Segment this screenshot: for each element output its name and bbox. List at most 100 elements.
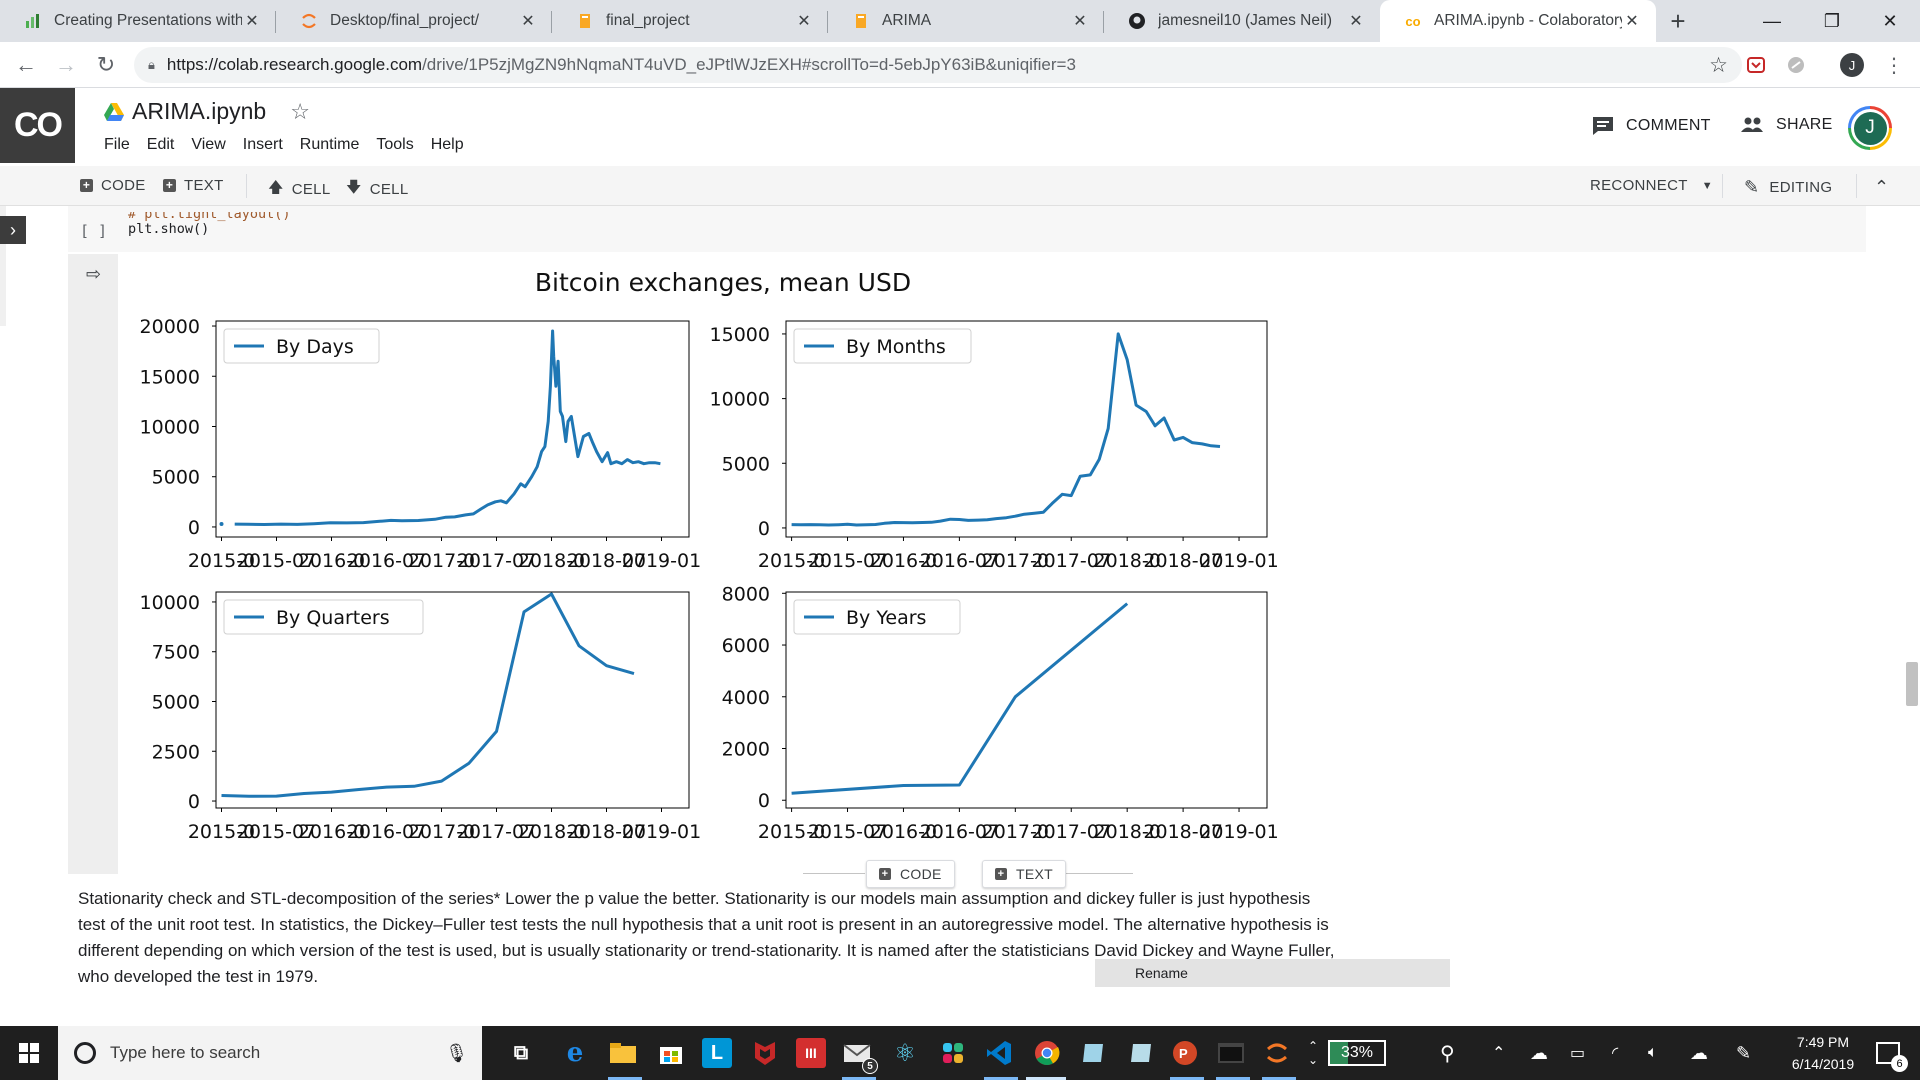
scrollbar-thumb[interactable] xyxy=(1906,662,1918,706)
wifi-icon[interactable]: ◜ xyxy=(1612,1045,1619,1062)
vscode-icon[interactable] xyxy=(984,1038,1014,1068)
sticky-notes-icon[interactable] xyxy=(1078,1038,1108,1068)
close-icon[interactable]: ✕ xyxy=(1625,13,1639,30)
running-indicator xyxy=(1216,1077,1250,1080)
new-tab-button[interactable]: + xyxy=(1670,5,1686,36)
code-cell[interactable] xyxy=(68,206,1866,252)
browser-tab-1[interactable]: Desktop/final_project/ ✕ xyxy=(276,0,552,42)
sticky-notes-icon[interactable] xyxy=(1126,1038,1156,1068)
star-icon[interactable]: ☆ xyxy=(290,98,310,124)
close-icon[interactable]: ✕ xyxy=(521,13,535,30)
reload-icon[interactable]: ↻ xyxy=(96,51,116,77)
upload-cloud-icon[interactable]: ☁ xyxy=(1690,1042,1708,1063)
notification-center-icon[interactable]: 6 xyxy=(1876,1026,1908,1080)
pen-workspace-icon[interactable]: ✎ xyxy=(1736,1042,1752,1063)
red-app-icon[interactable]: III xyxy=(796,1038,826,1068)
mcafee-icon[interactable] xyxy=(750,1038,780,1068)
pocket-extension-icon[interactable] xyxy=(1742,51,1770,79)
extension-icon[interactable] xyxy=(1782,51,1810,79)
url-host: https://colab.research.google.com xyxy=(166,55,423,74)
running-indicator xyxy=(608,1077,642,1080)
back-arrow-icon[interactable]: ← xyxy=(15,51,37,77)
browser-tab-3[interactable]: ARIMA ✕ xyxy=(828,0,1104,42)
battery-icon[interactable]: ▭ xyxy=(1570,1045,1586,1062)
taskbar-search-input[interactable]: Type here to search 🎙︎ xyxy=(58,1026,482,1080)
windows-start-icon[interactable] xyxy=(14,1038,44,1068)
run-indicator[interactable]: [ ] xyxy=(80,222,108,240)
menu-insert[interactable]: Insert xyxy=(242,136,283,153)
window-close-button[interactable]: ✕ xyxy=(1882,10,1898,31)
onedrive-cloud-icon[interactable]: ☁ xyxy=(1530,1042,1548,1063)
collapse-header-icon[interactable]: ⌃ xyxy=(1874,177,1890,197)
maximize-button[interactable]: ❐ xyxy=(1823,10,1841,31)
powerpoint-icon[interactable]: P xyxy=(1170,1038,1200,1068)
comment-button[interactable]: COMMENT xyxy=(1592,116,1711,136)
edge-icon[interactable]: e xyxy=(566,1038,584,1068)
github-icon xyxy=(1128,12,1146,30)
battery-meter[interactable]: 33% xyxy=(1328,1026,1386,1080)
browser-tab-4[interactable]: jamesneil10 (James Neil) ✕ xyxy=(1104,0,1380,42)
menu-bar: File Edit View Insert Runtime Tools Help xyxy=(104,136,481,154)
share-button[interactable]: SHARE xyxy=(1740,116,1833,134)
account-avatar[interactable]: J xyxy=(1848,106,1892,150)
tab-title: ARIMA xyxy=(882,12,932,29)
task-view-icon[interactable]: ⧉ xyxy=(513,1041,529,1064)
add-code-button[interactable]: + CODE xyxy=(80,177,146,194)
colab-logo[interactable]: CO xyxy=(0,88,75,163)
menu-tools[interactable]: Tools xyxy=(376,136,414,153)
browser-tab-0[interactable]: Creating Presentations with Ju ✕ xyxy=(0,0,276,42)
menu-file[interactable]: File xyxy=(104,136,130,153)
react-atom-icon[interactable]: ⚛ xyxy=(894,1039,916,1067)
sidebar-toggle-icon[interactable]: › xyxy=(0,216,26,244)
chrome-icon[interactable] xyxy=(1032,1038,1062,1068)
close-icon[interactable]: ✕ xyxy=(1073,13,1087,30)
add-text-button[interactable]: + TEXT xyxy=(163,177,224,194)
x-tick-label: 2017-0 xyxy=(408,821,475,843)
minimize-button[interactable]: — xyxy=(1763,10,1781,31)
store-icon[interactable] xyxy=(656,1038,686,1068)
browser-tab-2[interactable]: final_project ✕ xyxy=(552,0,828,42)
close-icon[interactable]: ✕ xyxy=(245,13,259,30)
scroll-taskbar-icon[interactable]: ⌃ ⌄ xyxy=(1308,1039,1319,1067)
close-icon[interactable]: ✕ xyxy=(797,13,811,30)
insert-code-cell-button[interactable]: + CODE xyxy=(866,860,955,888)
output-icon[interactable]: ⇨ xyxy=(86,264,102,284)
forward-arrow-icon[interactable]: → xyxy=(55,51,77,77)
slack-icon[interactable] xyxy=(938,1038,968,1068)
mail-icon[interactable]: 5 xyxy=(842,1038,878,1074)
jupyter-icon[interactable] xyxy=(1262,1038,1292,1068)
profile-avatar[interactable]: J xyxy=(1838,51,1866,79)
terminal-icon[interactable] xyxy=(1216,1038,1246,1068)
menu-view[interactable]: View xyxy=(191,136,226,153)
insert-text-cell-button[interactable]: + TEXT xyxy=(982,860,1066,888)
menu-runtime[interactable]: Runtime xyxy=(299,136,360,153)
url-field[interactable]: 🔒︎ https://colab.research.google.com/dri… xyxy=(134,47,1742,83)
move-cell-up-button[interactable]: 🡅 CELL xyxy=(268,177,330,202)
show-hidden-icons[interactable]: ⌃ xyxy=(1492,1045,1506,1062)
reconnect-button[interactable]: RECONNECT ▼ xyxy=(1590,177,1713,194)
microphone-icon[interactable]: 🎙︎ xyxy=(445,1042,468,1063)
editing-mode-button[interactable]: ✎ EDITING xyxy=(1744,177,1832,198)
volume-icon[interactable]: 🔈︎ xyxy=(1648,1044,1658,1061)
browser-tab-5-active[interactable]: co ARIMA.ipynb - Colaboratory ✕ xyxy=(1380,0,1656,42)
more-vert-icon[interactable]: ⋮ xyxy=(1884,54,1904,77)
search-placeholder: Type here to search xyxy=(110,1043,261,1062)
notebook-title[interactable]: ARIMA.ipynb xyxy=(132,98,267,124)
y-tick-label: 15000 xyxy=(710,324,770,346)
menu-help[interactable]: Help xyxy=(430,136,464,153)
add-text-label: TEXT xyxy=(184,177,224,194)
lync-l-icon[interactable]: L xyxy=(702,1038,732,1068)
bookmark-star-icon[interactable]: ☆ xyxy=(1709,53,1728,77)
y-tick-label: 5000 xyxy=(722,453,770,475)
battery-fill xyxy=(1330,1042,1348,1064)
y-tick-label: 0 xyxy=(758,790,770,812)
file-explorer-icon[interactable] xyxy=(608,1038,638,1068)
y-tick-label: 6000 xyxy=(722,635,770,657)
people-icon[interactable]: ⚲ xyxy=(1440,1042,1455,1065)
markdown-text-cell[interactable]: Stationarity check and STL-decomposition… xyxy=(78,889,1335,986)
close-icon[interactable]: ✕ xyxy=(1349,13,1363,30)
move-cell-down-button[interactable]: 🡇 CELL xyxy=(346,177,408,202)
clock[interactable]: 7:49 PM 6/14/2019 xyxy=(1778,1026,1868,1080)
menu-edit[interactable]: Edit xyxy=(146,136,175,153)
running-indicator-active xyxy=(1026,1077,1066,1080)
